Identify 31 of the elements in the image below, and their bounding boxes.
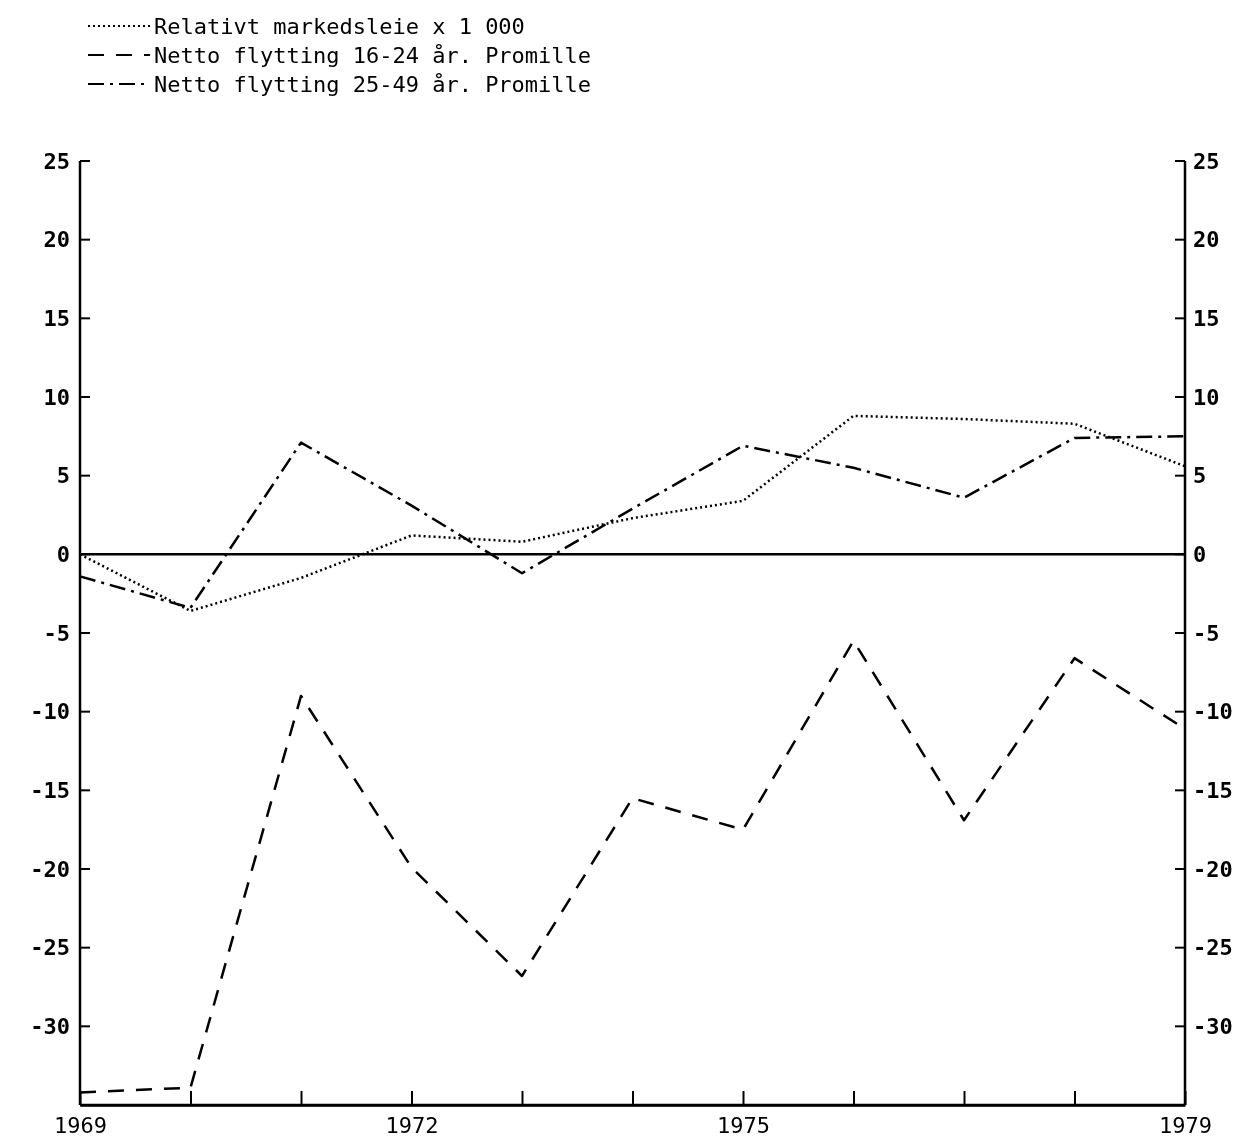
x-tick-label: 1969 (54, 1112, 107, 1138)
y-tick-label: 25 (43, 148, 70, 174)
y-tick-label: -20 (30, 856, 70, 882)
legend-label: Netto flytting 25-49 år. Promille (154, 71, 592, 97)
y2-tick-label: -15 (1193, 778, 1233, 804)
y2-tick-label: 5 (1193, 463, 1207, 489)
y-tick-label: -5 (43, 620, 70, 646)
y-tick-label: 0 (56, 542, 70, 568)
y2-tick-label: -10 (1193, 699, 1233, 725)
y-tick-label: 20 (43, 227, 70, 253)
legend-label: Relativt markedsleie x 1 000 (154, 13, 525, 39)
legend-label: Netto flytting 16-24 år. Promille (154, 42, 592, 68)
y-tick-label: -15 (30, 778, 70, 804)
y2-tick-label: 20 (1193, 227, 1220, 253)
y-tick-label: 15 (43, 306, 70, 332)
y2-tick-label: -30 (1193, 1014, 1233, 1040)
y-tick-label: -25 (30, 935, 70, 961)
x-tick-label: 1975 (717, 1112, 770, 1138)
y2-tick-label: 25 (1193, 148, 1220, 174)
y2-tick-label: 15 (1193, 306, 1220, 332)
x-tick-label: 1979 (1159, 1112, 1212, 1138)
y2-tick-label: -5 (1193, 620, 1220, 646)
y-tick-label: 10 (43, 384, 70, 410)
y-tick-label: 5 (56, 463, 70, 489)
y-tick-label: -10 (30, 699, 70, 725)
y2-tick-label: -25 (1193, 935, 1233, 961)
y2-tick-label: -20 (1193, 856, 1233, 882)
y2-tick-label: 10 (1193, 384, 1220, 410)
y-tick-label: -30 (30, 1014, 70, 1040)
y2-tick-label: 0 (1193, 542, 1207, 568)
x-tick-label: 1972 (385, 1112, 439, 1138)
